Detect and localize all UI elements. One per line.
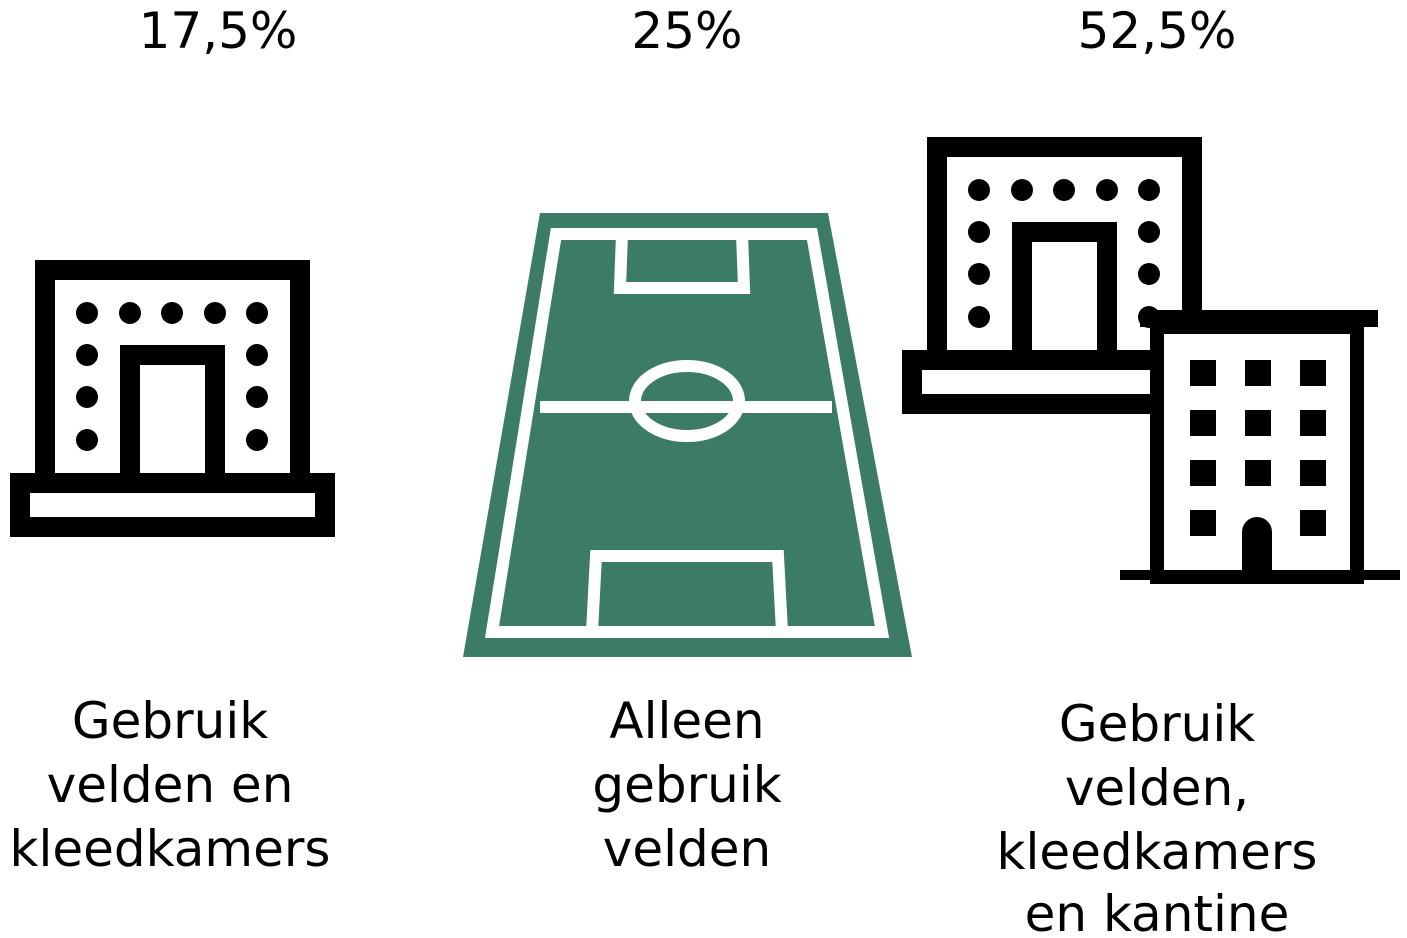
- label: Alleen: [609, 692, 764, 750]
- label: gebruik: [592, 756, 781, 814]
- label: velden,: [1065, 759, 1249, 817]
- percentage: 25%: [631, 2, 742, 60]
- label: velden: [603, 820, 771, 878]
- field-icon: [463, 213, 912, 657]
- stadium-icon: [20, 270, 325, 527]
- stadium-and-building-icon: [912, 147, 1400, 584]
- percentage: 17,5%: [139, 2, 298, 60]
- percentage: 52,5%: [1078, 2, 1237, 60]
- label: en kantine: [1025, 885, 1290, 938]
- label: Gebruik: [1059, 695, 1255, 753]
- label: kleedkamers: [997, 823, 1318, 881]
- label: Gebruik: [72, 692, 268, 750]
- label: velden en: [47, 756, 294, 814]
- label: kleedkamers: [10, 820, 331, 878]
